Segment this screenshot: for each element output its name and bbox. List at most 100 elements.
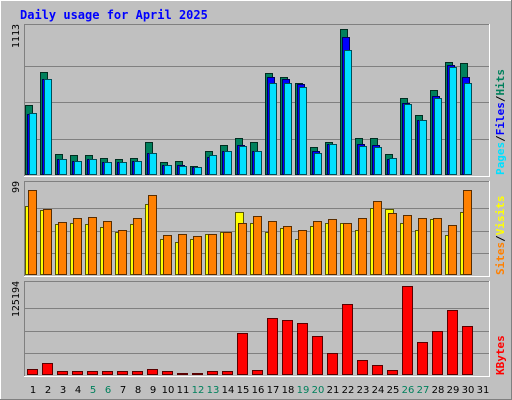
bar-kbytes-day-19	[297, 323, 308, 375]
x-tick-label: 6	[105, 385, 111, 396]
bar-pages-day-8	[134, 161, 142, 175]
bar-pages-day-3	[59, 159, 67, 175]
bar-kbytes-day-7	[117, 371, 128, 375]
bar-pages-day-22	[344, 50, 352, 175]
x-tick-label: 8	[135, 385, 141, 396]
bar-pages-day-19	[299, 87, 307, 175]
bar-sites-day-4	[73, 218, 82, 275]
bar-sites-day-28	[433, 218, 442, 275]
bar-pages-day-10	[164, 165, 172, 175]
bar-pages-day-12	[194, 167, 202, 175]
bar-pages-day-2	[44, 79, 52, 175]
bar-pages-day-9	[149, 153, 157, 175]
x-tick-label: 26	[402, 385, 415, 396]
bar-kbytes-day-3	[57, 371, 68, 375]
legend-separator: /	[494, 95, 507, 102]
bar-sites-day-5	[88, 217, 97, 275]
x-tick-label: 23	[357, 385, 370, 396]
legend-pages-files-hits: Pages/Files/Hits	[494, 69, 507, 175]
bar-pages-day-20	[314, 153, 322, 175]
bar-kbytes-day-18	[282, 320, 293, 375]
panel-kbytes: 125194 KBytes	[11, 281, 507, 377]
x-tick-label: 21	[327, 385, 340, 396]
bar-sites-day-15	[238, 223, 247, 275]
x-tick-label: 3	[60, 385, 66, 396]
x-tick-label: 29	[447, 385, 460, 396]
bar-kbytes-day-16	[252, 370, 263, 375]
x-tick-label: 16	[252, 385, 265, 396]
x-tick-label: 7	[120, 385, 126, 396]
bar-pages-day-5	[89, 159, 97, 175]
legend-kbytes: KBytes	[494, 335, 507, 375]
bar-kbytes-day-2	[42, 363, 53, 375]
bar-sites-day-13	[208, 234, 217, 275]
bar-kbytes-day-24	[372, 365, 383, 375]
bar-pages-day-28	[434, 98, 442, 175]
bar-sites-day-20	[313, 221, 322, 275]
x-tick-label: 14	[222, 385, 235, 396]
bar-kbytes-day-22	[342, 304, 353, 375]
bar-kbytes-day-1	[27, 369, 38, 375]
x-tick-label: 13	[207, 385, 220, 396]
bar-kbytes-day-23	[357, 360, 368, 375]
bar-pages-day-16	[254, 151, 262, 175]
bar-kbytes-day-10	[162, 371, 173, 375]
bar-pages-day-26	[404, 104, 412, 175]
bar-kbytes-day-13	[207, 371, 218, 375]
x-tick-label: 31	[477, 385, 490, 396]
x-tick-label: 4	[75, 385, 81, 396]
bar-kbytes-day-15	[237, 333, 248, 375]
bar-pages-day-4	[74, 161, 82, 175]
bar-sites-day-23	[358, 218, 367, 275]
bar-pages-day-27	[419, 120, 427, 175]
legend-separator: /	[494, 235, 507, 242]
x-tick-label: 19	[297, 385, 310, 396]
x-tick-label: 18	[282, 385, 295, 396]
bar-pages-day-25	[389, 158, 397, 175]
x-tick-label: 5	[90, 385, 96, 396]
bar-sites-day-7	[118, 230, 127, 275]
bar-kbytes-day-17	[267, 318, 278, 375]
bar-kbytes-day-11	[177, 373, 188, 375]
bar-kbytes-day-25	[387, 370, 398, 375]
bar-pages-day-18	[284, 83, 292, 175]
bar-sites-day-1	[28, 190, 37, 275]
bar-sites-day-16	[253, 216, 262, 275]
bar-kbytes-day-12	[192, 373, 203, 375]
bar-kbytes-day-27	[417, 342, 428, 375]
bar-kbytes-day-28	[432, 331, 443, 375]
y-max-label: 99	[11, 181, 22, 193]
x-tick-label: 20	[312, 385, 325, 396]
x-tick-label: 1	[30, 385, 36, 396]
chart-title: Daily usage for April 2025	[20, 8, 208, 22]
bar-kbytes-day-30	[462, 326, 473, 375]
bar-kbytes-day-29	[447, 310, 458, 375]
bar-sites-day-17	[268, 221, 277, 275]
bar-pages-day-6	[104, 162, 112, 175]
x-tick-label: 12	[192, 385, 205, 396]
x-tick-label: 24	[372, 385, 385, 396]
bar-sites-day-22	[343, 223, 352, 275]
bar-pages-day-21	[329, 144, 337, 175]
legend-pages: Pages	[494, 142, 507, 175]
bar-sites-day-6	[103, 221, 112, 275]
x-tick-label: 25	[387, 385, 400, 396]
x-tick-label: 2	[45, 385, 51, 396]
bar-sites-day-18	[283, 226, 292, 275]
x-tick-label: 22	[342, 385, 355, 396]
bar-sites-day-19	[298, 230, 307, 275]
bar-pages-day-15	[239, 146, 247, 175]
bar-sites-day-12	[193, 236, 202, 275]
legend-files: Files	[494, 102, 507, 135]
bar-sites-day-8	[133, 218, 142, 275]
bar-sites-day-9	[148, 195, 157, 275]
legend-visits-sites: Sites/Visits	[494, 196, 507, 276]
bar-kbytes-day-26	[402, 286, 413, 375]
legend-visits: Visits	[494, 196, 507, 236]
bar-pages-day-14	[224, 151, 232, 175]
legend-separator: /	[494, 135, 507, 142]
bar-pages-day-13	[209, 155, 217, 175]
bar-pages-day-29	[449, 67, 457, 175]
